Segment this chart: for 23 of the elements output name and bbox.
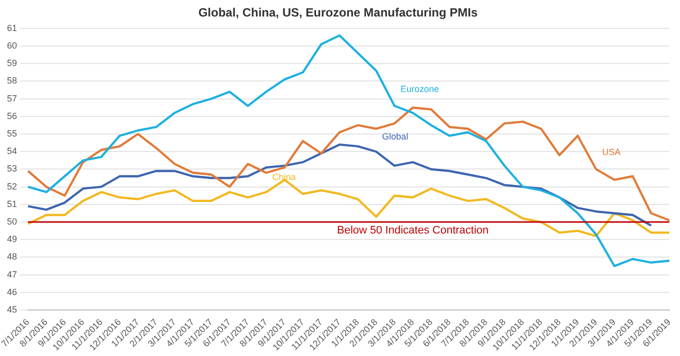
y-tick-label: 58 bbox=[6, 76, 18, 86]
series-label: Global bbox=[382, 132, 408, 142]
y-tick-label: 61 bbox=[6, 22, 18, 33]
y-tick-label: 46 bbox=[6, 286, 18, 297]
ref-line-label: Below 50 Indicates Contraction bbox=[336, 224, 489, 237]
y-tick-label: 48 bbox=[6, 252, 18, 262]
y-tick-label: 49 bbox=[6, 234, 18, 244]
y-tick-label: 53 bbox=[6, 164, 18, 174]
y-tick-label: 59 bbox=[6, 58, 18, 68]
y-tick-label: 52 bbox=[6, 181, 18, 192]
y-tick-label: 50 bbox=[6, 216, 18, 227]
y-tick-label: 60 bbox=[6, 40, 18, 50]
series-label: USA bbox=[602, 147, 621, 158]
y-tick-label: 51 bbox=[6, 198, 18, 209]
y-tick-label: 47 bbox=[6, 269, 18, 280]
series-label: China bbox=[272, 172, 296, 182]
chart-title: Global, China, US, Eurozone Manufacturing PMIs bbox=[198, 6, 478, 20]
y-tick-label: 45 bbox=[6, 304, 18, 315]
y-tick-label: 54 bbox=[6, 146, 18, 156]
series-label: Eurozone bbox=[400, 84, 440, 94]
y-tick-label: 55 bbox=[6, 128, 18, 139]
y-tick-label: 56 bbox=[6, 110, 18, 121]
y-tick-label: 57 bbox=[6, 93, 18, 104]
